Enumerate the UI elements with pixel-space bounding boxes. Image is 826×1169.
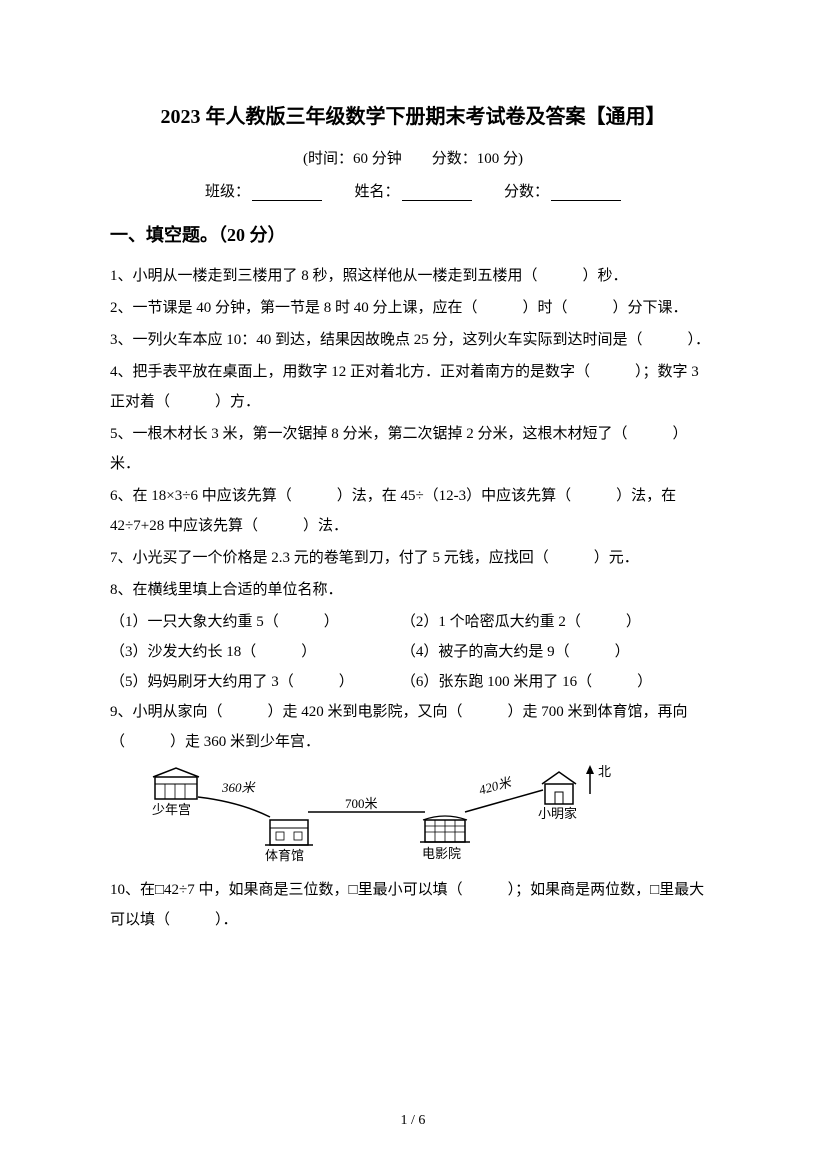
question-8: 8、在横线里填上合适的单位名称． bbox=[110, 575, 716, 605]
gym-icon bbox=[265, 820, 313, 845]
cinema-icon bbox=[420, 816, 470, 842]
distance-700: 700米 bbox=[345, 796, 378, 811]
home-label: 小明家 bbox=[538, 806, 577, 821]
student-info-line: 班级： 姓名： 分数： bbox=[110, 180, 716, 201]
question-8-3: （3）沙发大约长 18（ ） bbox=[110, 637, 401, 667]
question-8-5: （5）妈妈刷牙大约用了 3（ ） bbox=[110, 667, 401, 697]
palace-label: 少年宫 bbox=[152, 802, 191, 817]
question-3: 3、一列火车本应 10：40 到达，结果因故晚点 25 分，这列火车实际到达时间… bbox=[110, 325, 716, 355]
gym-label: 体育馆 bbox=[265, 848, 304, 863]
section-1-header: 一、填空题。（20 分） bbox=[110, 221, 716, 247]
question-10: 10、在□42÷7 中，如果商是三位数，□里最小可以填（ ）；如果商是两位数，□… bbox=[110, 875, 716, 935]
question-8-4: （4）被子的高大约是 9（ ） bbox=[401, 637, 716, 667]
question-4: 4、把手表平放在桌面上，用数字 12 正对着北方．正对着南方的是数字（ ）；数字… bbox=[110, 357, 716, 417]
question-8-sub-row-3: （5）妈妈刷牙大约用了 3（ ） （6）张东跑 100 米用了 16（ ） bbox=[110, 667, 716, 697]
question-5: 5、一根木材长 3 米，第一次锯掉 8 分米，第二次锯掉 2 分米，这根木材短了… bbox=[110, 419, 716, 479]
distance-360: 360米 bbox=[221, 780, 257, 795]
question-8-sub-row-1: （1）一只大象大约重 5（ ） （2）1 个哈密瓜大约重 2（ ） bbox=[110, 607, 716, 637]
question-7: 7、小光买了一个价格是 2.3 元的卷笔到刀，付了 5 元钱，应找回（ ）元． bbox=[110, 543, 716, 573]
question-8-6: （6）张东跑 100 米用了 16（ ） bbox=[401, 667, 716, 697]
score-label: 分数： bbox=[504, 184, 549, 200]
name-blank[interactable] bbox=[402, 186, 472, 201]
distance-420: 420米 bbox=[477, 774, 514, 797]
score-blank[interactable] bbox=[551, 186, 621, 201]
class-label: 班级： bbox=[205, 184, 250, 200]
question-2: 2、一节课是 40 分钟，第一节是 8 时 40 分上课，应在（ ）时（ ）分下… bbox=[110, 293, 716, 323]
question-8-2: （2）1 个哈密瓜大约重 2（ ） bbox=[401, 607, 716, 637]
palace-icon bbox=[153, 768, 199, 799]
cinema-label: 电影院 bbox=[422, 846, 461, 861]
map-diagram: 北 少年宫 小明家 体育馆 bbox=[150, 762, 716, 867]
question-1: 1、小明从一楼走到三楼用了 8 秒，照这样他从一楼走到五楼用（ ）秒． bbox=[110, 261, 716, 291]
page-number: 1 / 6 bbox=[0, 1113, 826, 1129]
class-blank[interactable] bbox=[252, 186, 322, 201]
name-label: 姓名： bbox=[354, 184, 399, 200]
question-9: 9、小明从家向（ ）走 420 米到电影院，又向（ ）走 700 米到体育馆，再… bbox=[110, 697, 716, 757]
page-title: 2023 年人教版三年级数学下册期末考试卷及答案【通用】 bbox=[110, 100, 716, 129]
question-6: 6、在 18×3÷6 中应该先算（ ）法，在 45÷（12‐3）中应该先算（ ）… bbox=[110, 481, 716, 541]
home-icon bbox=[542, 772, 576, 804]
north-label: 北 bbox=[598, 764, 611, 779]
question-8-1: （1）一只大象大约重 5（ ） bbox=[110, 607, 401, 637]
question-8-sub-row-2: （3）沙发大约长 18（ ） （4）被子的高大约是 9（ ） bbox=[110, 637, 716, 667]
meta-info: (时间：60 分钟 分数：100 分) bbox=[110, 147, 716, 168]
